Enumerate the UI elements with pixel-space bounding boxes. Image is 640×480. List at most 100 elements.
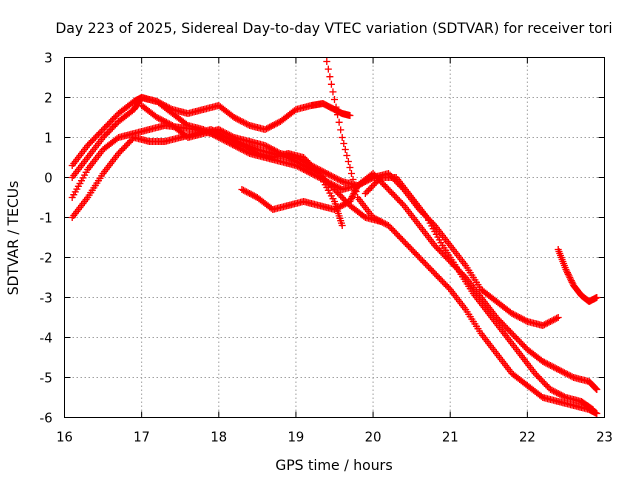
- data-point: [542, 320, 550, 328]
- data-point: [542, 381, 550, 389]
- data-point: [562, 370, 570, 377]
- data-point: [125, 138, 133, 146]
- data-point: [161, 118, 169, 125]
- data-point: [432, 243, 440, 251]
- data-point: [347, 170, 355, 177]
- data-point: [119, 145, 127, 153]
- data-point: [273, 148, 281, 156]
- data-point: [556, 366, 564, 374]
- data-point: [315, 166, 323, 173]
- data-point: [553, 314, 561, 322]
- data-point: [238, 118, 246, 125]
- data-point: [224, 130, 232, 138]
- data-point: [559, 368, 567, 376]
- data-point: [338, 222, 346, 229]
- data-point: [520, 316, 528, 324]
- data-point: [327, 172, 335, 180]
- data-point: [545, 318, 553, 326]
- x-tick-label: 18: [211, 431, 228, 446]
- data-point: [304, 160, 312, 168]
- data-point: [321, 169, 329, 177]
- data-point: [229, 133, 237, 141]
- grid: [64, 57, 605, 418]
- data-point: [522, 317, 530, 325]
- data-point: [497, 318, 505, 326]
- data-point: [300, 158, 308, 165]
- data-point: [372, 178, 380, 186]
- data-point: [409, 247, 417, 255]
- data-point: [223, 130, 230, 137]
- data-point: [442, 253, 450, 261]
- data-point: [105, 127, 113, 135]
- data-point: [434, 273, 442, 281]
- data-point: [310, 163, 318, 171]
- data-point: [334, 204, 342, 212]
- data-point: [252, 149, 260, 157]
- data-point: [593, 294, 601, 301]
- data-point: [520, 342, 528, 350]
- data-point: [249, 191, 257, 199]
- data-point: [566, 274, 574, 281]
- data-point: [158, 116, 166, 124]
- data-point: [386, 187, 394, 195]
- data-point: [505, 326, 513, 334]
- data-point: [511, 333, 519, 341]
- data-point: [434, 245, 442, 253]
- data-point: [340, 201, 348, 209]
- data-point: [564, 270, 572, 278]
- data-point: [346, 198, 354, 205]
- data-point: [543, 382, 551, 390]
- data-point: [338, 194, 346, 201]
- data-point: [514, 336, 522, 344]
- data-point: [502, 323, 510, 331]
- data-point: [105, 119, 113, 127]
- data-point: [93, 132, 101, 140]
- data-point: [443, 282, 451, 290]
- data-point: [266, 144, 274, 152]
- data-point: [425, 263, 433, 271]
- data-point: [346, 164, 354, 171]
- data-point: [113, 135, 121, 143]
- y-tick-label: -6: [40, 412, 53, 427]
- data-point: [500, 322, 508, 329]
- data-point: [244, 145, 252, 153]
- data-point: [108, 124, 116, 132]
- data-point: [550, 387, 558, 395]
- data-point: [264, 124, 272, 132]
- data-point: [334, 189, 342, 197]
- data-point: [329, 173, 337, 181]
- data-point: [534, 373, 542, 381]
- data-point: [366, 185, 374, 193]
- data-point: [372, 215, 380, 223]
- data-point: [232, 114, 240, 122]
- data-point: [392, 194, 400, 201]
- data-point: [440, 279, 448, 287]
- data-point: [241, 143, 249, 151]
- data-point: [545, 361, 553, 369]
- data-point: [531, 370, 539, 377]
- data-point: [567, 275, 575, 283]
- data-point: [509, 310, 517, 318]
- data-point: [540, 321, 548, 329]
- data-point: [335, 190, 343, 198]
- data-point: [215, 126, 223, 133]
- data-point: [560, 393, 568, 401]
- x-tick-label: 21: [442, 431, 459, 446]
- data-point: [543, 319, 551, 327]
- data-point: [162, 118, 170, 126]
- data-point: [550, 316, 558, 324]
- y-tick-label: -4: [40, 332, 53, 347]
- data-point: [516, 314, 524, 321]
- data-point: [111, 113, 119, 121]
- data-point: [101, 132, 109, 140]
- x-tick-label: 23: [596, 431, 613, 446]
- data-point: [334, 111, 342, 119]
- data-point: [439, 250, 446, 257]
- data-point: [219, 128, 227, 136]
- data-point: [563, 269, 571, 277]
- data-point: [84, 142, 92, 149]
- data-point: [347, 194, 355, 202]
- data-point: [412, 250, 420, 258]
- data-point: [102, 122, 110, 130]
